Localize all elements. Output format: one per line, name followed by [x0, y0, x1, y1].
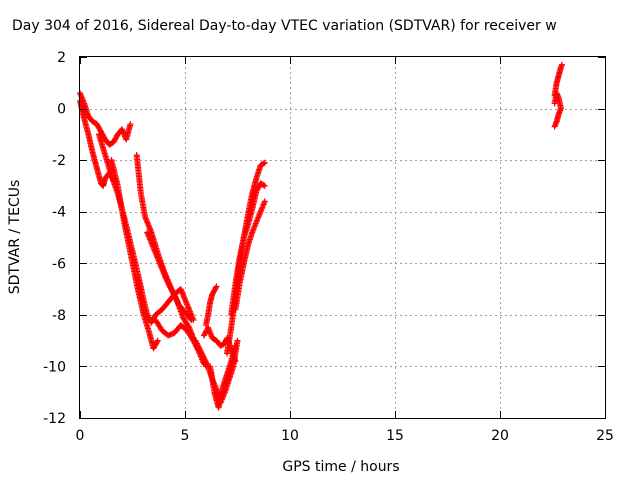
y-tick-label: -4 [52, 205, 66, 221]
data-point [185, 323, 192, 330]
x-tick-label: 10 [281, 428, 299, 444]
data-series [203, 283, 220, 329]
data-point [154, 338, 160, 345]
y-tick-label: -8 [52, 308, 66, 324]
plot-frame [79, 56, 606, 419]
axis-ticks: 0 5 10 15 20 25 -12 -10 -8 -6 -4 -2 0 2 [43, 50, 614, 444]
data-point [260, 160, 267, 167]
y-tick-label: 0 [57, 102, 66, 118]
data-point [551, 123, 558, 130]
x-tick-label: 5 [181, 428, 190, 444]
x-tick-label: 0 [76, 428, 85, 444]
y-tick-label: 2 [57, 50, 66, 66]
data-point [213, 283, 220, 290]
gridlines [80, 57, 605, 418]
data-point [212, 284, 219, 291]
data-point [154, 337, 161, 344]
data-points [77, 61, 565, 411]
data-point [232, 342, 239, 349]
data-series [551, 90, 564, 130]
data-point [187, 315, 194, 322]
data-point [188, 317, 195, 324]
x-tick-label: 20 [491, 428, 509, 444]
data-series [232, 198, 268, 313]
data-point [558, 61, 565, 68]
y-axis-label: SDTVAR / TECUs [7, 180, 23, 295]
chart-title: Day 304 of 2016, Sidereal Day-to-day VTE… [12, 18, 557, 34]
y-tick-label: -10 [43, 359, 66, 375]
data-series [77, 90, 134, 148]
data-series [108, 157, 161, 352]
data-series [133, 151, 209, 370]
y-tick-label: -2 [52, 153, 66, 169]
data-series [144, 229, 195, 324]
data-point [261, 198, 268, 205]
y-tick-label: -12 [43, 411, 66, 427]
data-point [261, 182, 268, 189]
data-point [260, 182, 267, 189]
data-point [234, 337, 241, 344]
x-tick-label: 25 [596, 428, 614, 444]
data-point [127, 121, 134, 128]
data-series [228, 180, 268, 318]
x-axis-label: GPS time / hours [282, 459, 399, 475]
data-series [207, 342, 239, 411]
y-tick-label: -6 [52, 256, 66, 272]
data-point [261, 159, 268, 166]
x-tick-label: 15 [386, 428, 404, 444]
